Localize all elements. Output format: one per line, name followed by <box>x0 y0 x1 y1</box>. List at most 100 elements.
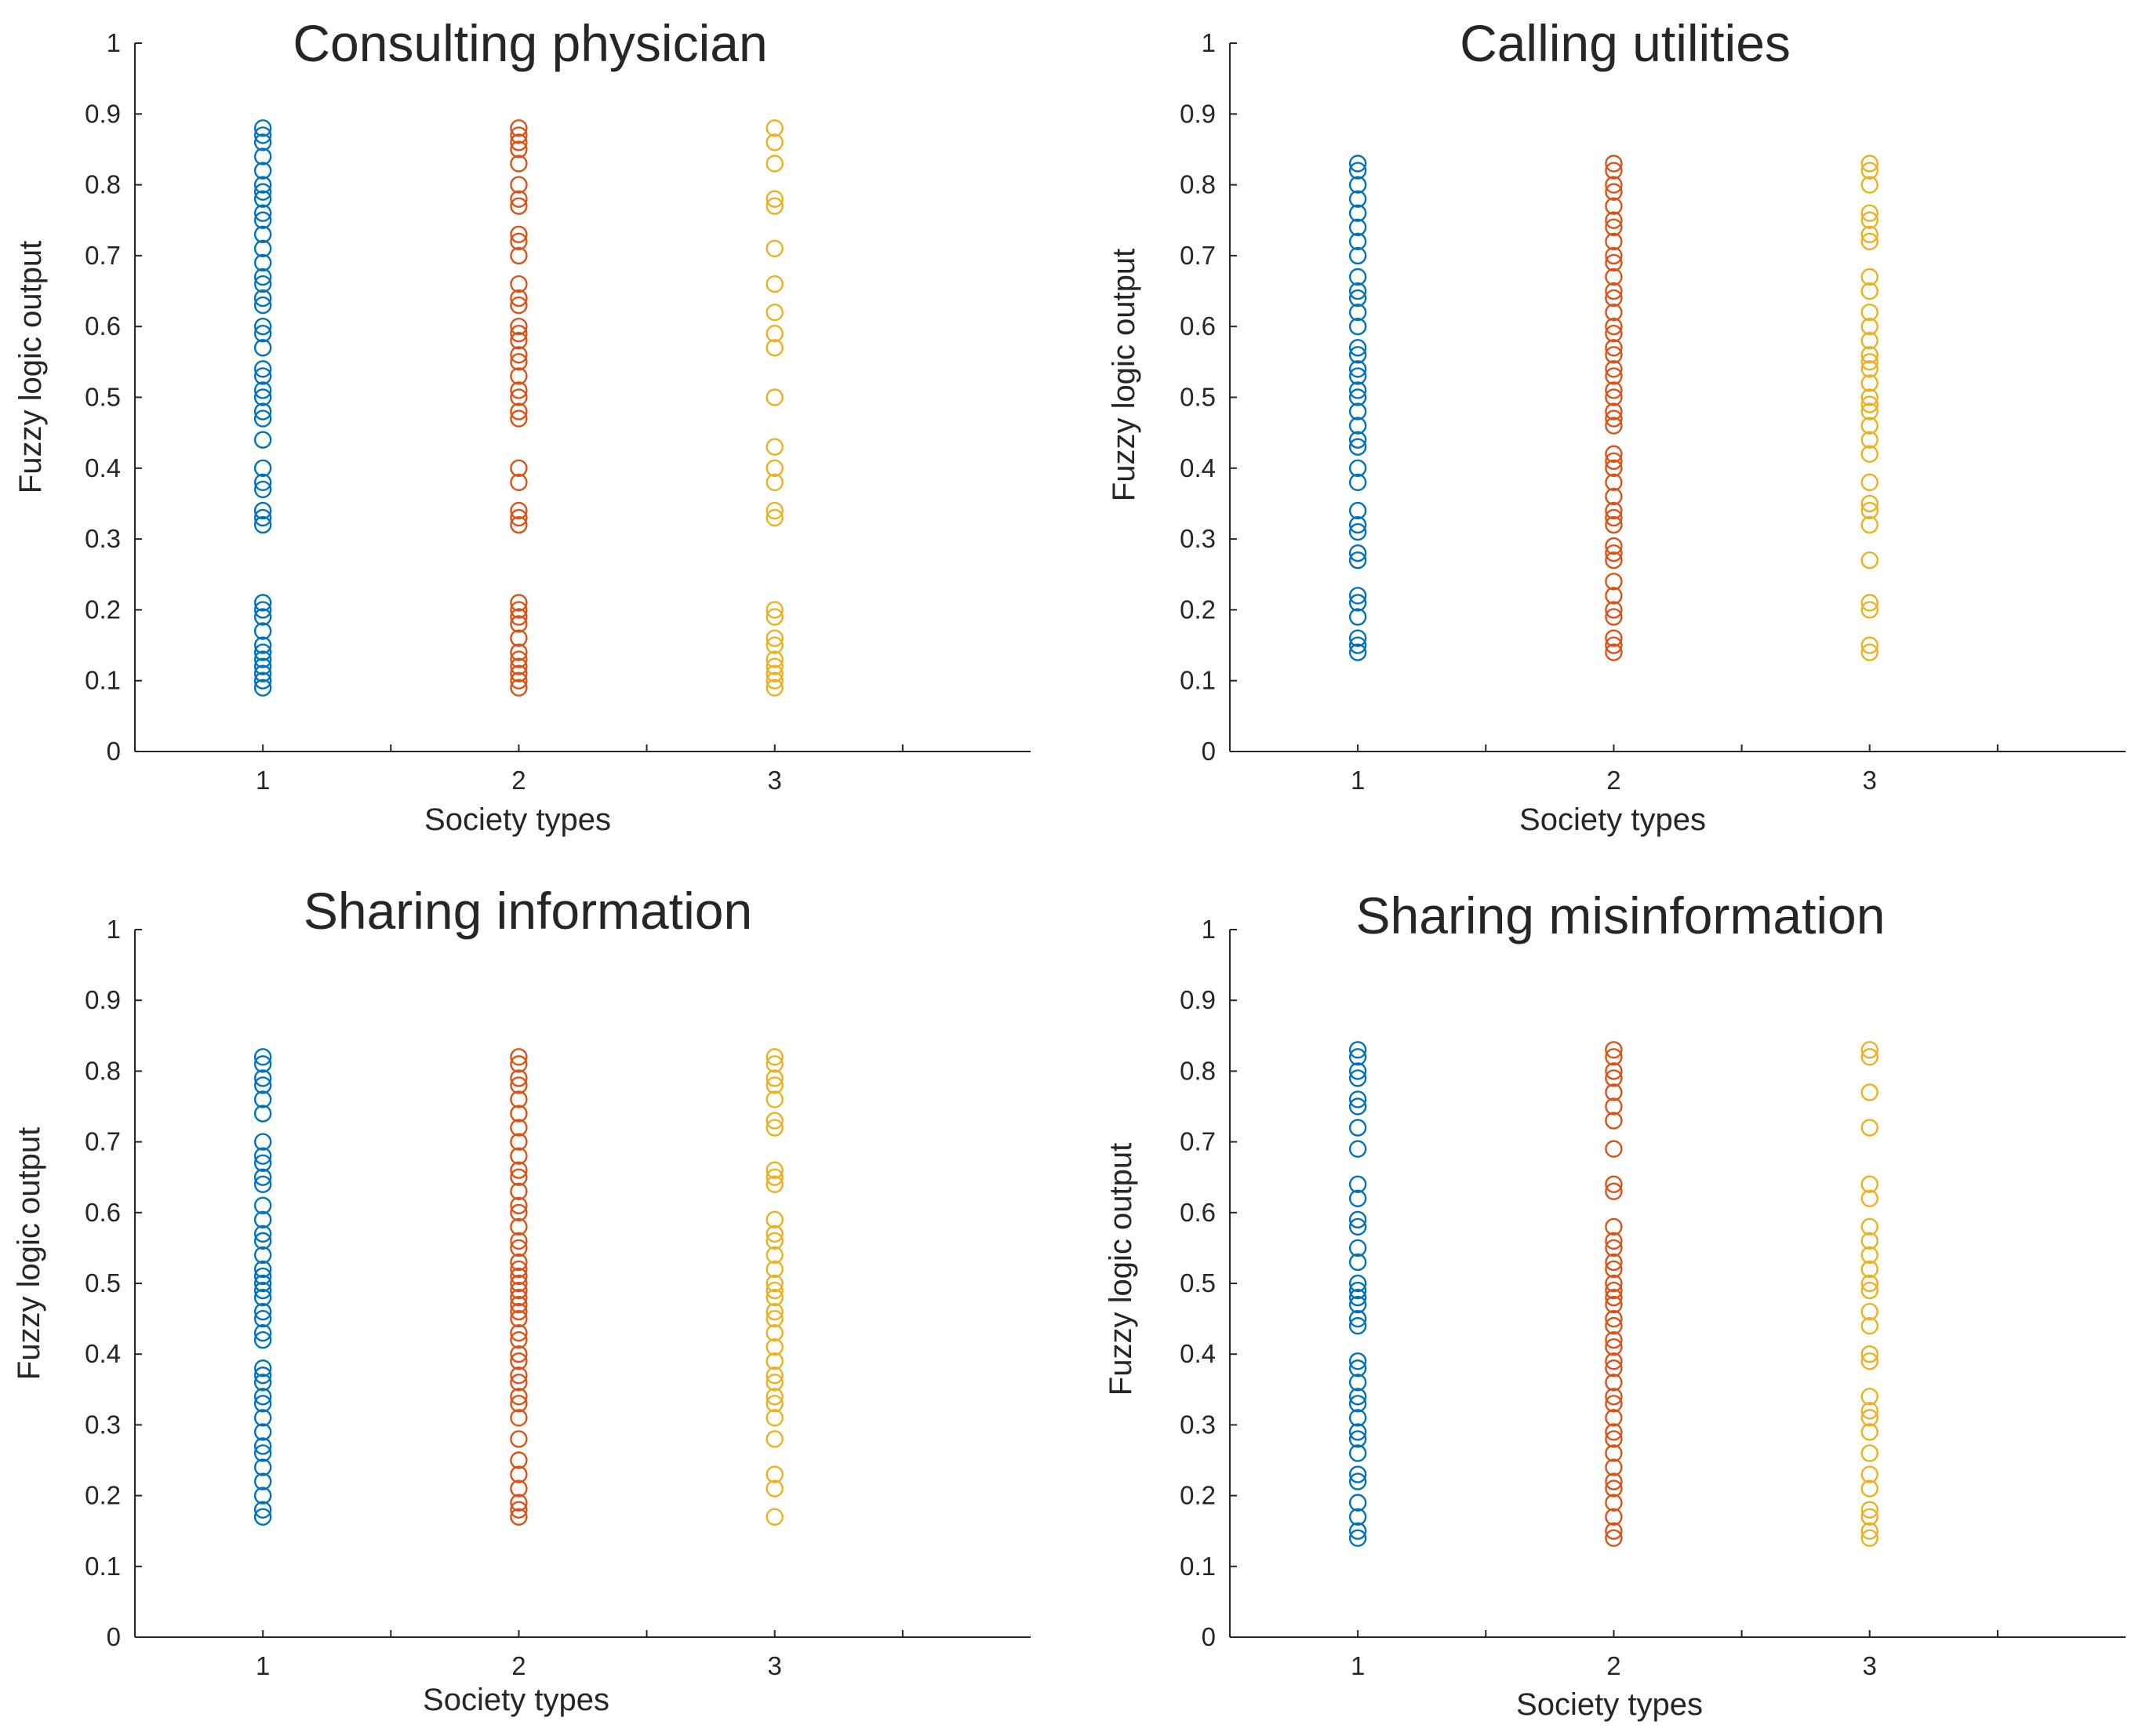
data-point-society-2 <box>1605 318 1623 336</box>
data-point-society-1 <box>253 1048 272 1066</box>
data-point-society-3 <box>1860 515 1879 534</box>
data-point-society-2 <box>510 126 528 144</box>
data-point-society-1 <box>1348 1388 1367 1406</box>
data-point-society-2 <box>1605 1253 1623 1272</box>
data-point-society-2 <box>510 1352 528 1370</box>
data-point-society-1 <box>253 473 272 492</box>
y-tick-label: 0 <box>1202 737 1216 766</box>
data-point-society-1 <box>253 289 272 308</box>
y-tick-label: 0.3 <box>85 1410 121 1439</box>
data-point-society-3 <box>1860 494 1879 513</box>
data-point-society-2 <box>510 381 528 399</box>
x-tick-label: 3 <box>1863 766 1877 795</box>
data-point-society-3 <box>1860 1444 1879 1462</box>
data-point-society-1 <box>253 1330 272 1349</box>
data-point-society-3 <box>766 650 784 668</box>
data-point-society-2 <box>1605 515 1623 534</box>
data-point-society-3 <box>1860 388 1879 406</box>
data-point-society-2 <box>1605 1359 1623 1378</box>
data-point-society-2 <box>1605 1309 1623 1328</box>
axes <box>134 929 1031 1638</box>
data-point-society-1 <box>253 1260 272 1279</box>
data-point-society-1 <box>253 126 272 144</box>
data-point-society-2 <box>510 629 528 647</box>
data-point-society-1 <box>253 1154 272 1172</box>
y-axis-label: Fuzzy logic output <box>1104 1143 1138 1396</box>
y-tick-label: 0.1 <box>85 666 121 695</box>
data-point-society-2 <box>1605 339 1623 357</box>
data-point-society-3 <box>766 325 784 343</box>
data-point-society-2 <box>1605 1423 1623 1441</box>
data-point-society-1 <box>253 1423 272 1441</box>
data-point-society-1 <box>253 515 272 534</box>
panel-title: Consulting physician <box>293 14 767 72</box>
data-point-society-2 <box>510 1295 528 1314</box>
data-point-society-1 <box>1348 636 1367 654</box>
data-point-society-3 <box>766 1388 784 1406</box>
data-point-society-1 <box>253 204 272 222</box>
y-tick-label: 0.3 <box>1180 1410 1216 1439</box>
data-point-society-2 <box>1605 629 1623 647</box>
data-point-society-2 <box>1605 253 1623 272</box>
data-point-society-2 <box>510 671 528 690</box>
y-axis-label: Fuzzy logic output <box>12 1127 46 1380</box>
data-point-society-1 <box>1348 190 1367 208</box>
data-point-society-3 <box>1860 1529 1879 1547</box>
y-tick-label: 0.9 <box>1180 99 1216 128</box>
data-point-society-2 <box>1605 1479 1623 1498</box>
y-tick-label: 0.1 <box>1180 666 1216 695</box>
data-point-society-1 <box>253 1147 272 1165</box>
y-tick-label: 0 <box>1202 1622 1216 1651</box>
data-point-society-3 <box>766 1430 784 1448</box>
data-point-society-2 <box>510 1203 528 1222</box>
data-point-society-1 <box>253 388 272 406</box>
data-point-society-2 <box>1605 402 1623 420</box>
data-point-society-2 <box>510 1374 528 1392</box>
x-tick-label: 3 <box>768 1651 782 1680</box>
data-point-society-1 <box>253 318 272 336</box>
data-point-society-2 <box>510 197 528 215</box>
data-point-society-1 <box>1348 1444 1367 1462</box>
data-point-society-2 <box>510 615 528 633</box>
data-point-society-3 <box>1860 395 1879 413</box>
data-point-society-1 <box>253 1175 272 1193</box>
data-point-society-2 <box>510 190 528 208</box>
data-point-society-2 <box>1605 289 1623 308</box>
data-point-society-3 <box>1860 1479 1879 1498</box>
data-point-society-1 <box>253 1090 272 1108</box>
data-point-society-1 <box>1348 339 1367 357</box>
data-point-society-2 <box>1605 409 1623 428</box>
data-point-society-2 <box>1605 1112 1623 1130</box>
data-point-society-1 <box>253 190 272 208</box>
data-point-society-3 <box>1860 176 1879 194</box>
data-point-society-1 <box>1348 289 1367 308</box>
data-point-society-3 <box>1860 473 1879 492</box>
tick-labels: 0 0.1 0.2 0.3 0.4 0.5 0.6 0.7 0.8 0.9 1 1 2 3 <box>85 28 782 795</box>
data-point-society-2 <box>1605 381 1623 399</box>
data-point-society-1 <box>253 1437 272 1455</box>
x-tick-label: 3 <box>768 766 782 795</box>
data-point-society-1 <box>253 643 272 661</box>
data-point-society-2 <box>1605 197 1623 215</box>
panel-title: Sharing information <box>304 882 752 940</box>
data-point-society-2 <box>1605 1175 1623 1193</box>
y-tick-label: 0.2 <box>85 1481 121 1510</box>
x-tick-label: 2 <box>511 766 526 795</box>
data-point-society-3 <box>1860 267 1879 286</box>
data-point-society-3 <box>1860 360 1879 378</box>
y-tick-label: 0.6 <box>85 311 121 340</box>
data-point-society-2 <box>1605 1388 1623 1406</box>
data-point-society-3 <box>1860 232 1879 251</box>
x-axis-label: Society types <box>423 1683 609 1717</box>
data-point-society-2 <box>1605 367 1623 385</box>
data-point-society-1 <box>253 1388 272 1406</box>
x-tick-label: 2 <box>511 1651 526 1680</box>
data-point-society-3 <box>766 1069 784 1087</box>
y-tick-label: 0.3 <box>85 524 121 553</box>
data-point-society-2 <box>510 1274 528 1293</box>
data-point-society-2 <box>510 1302 528 1321</box>
data-point-society-3 <box>1860 155 1879 173</box>
data-point-society-1 <box>253 622 272 640</box>
data-point-society-2 <box>1605 183 1623 201</box>
data-point-society-2 <box>510 657 528 675</box>
